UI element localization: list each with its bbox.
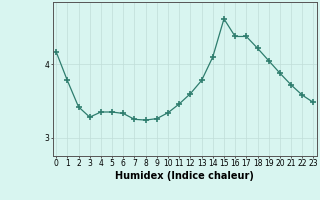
X-axis label: Humidex (Indice chaleur): Humidex (Indice chaleur) [116, 171, 254, 181]
